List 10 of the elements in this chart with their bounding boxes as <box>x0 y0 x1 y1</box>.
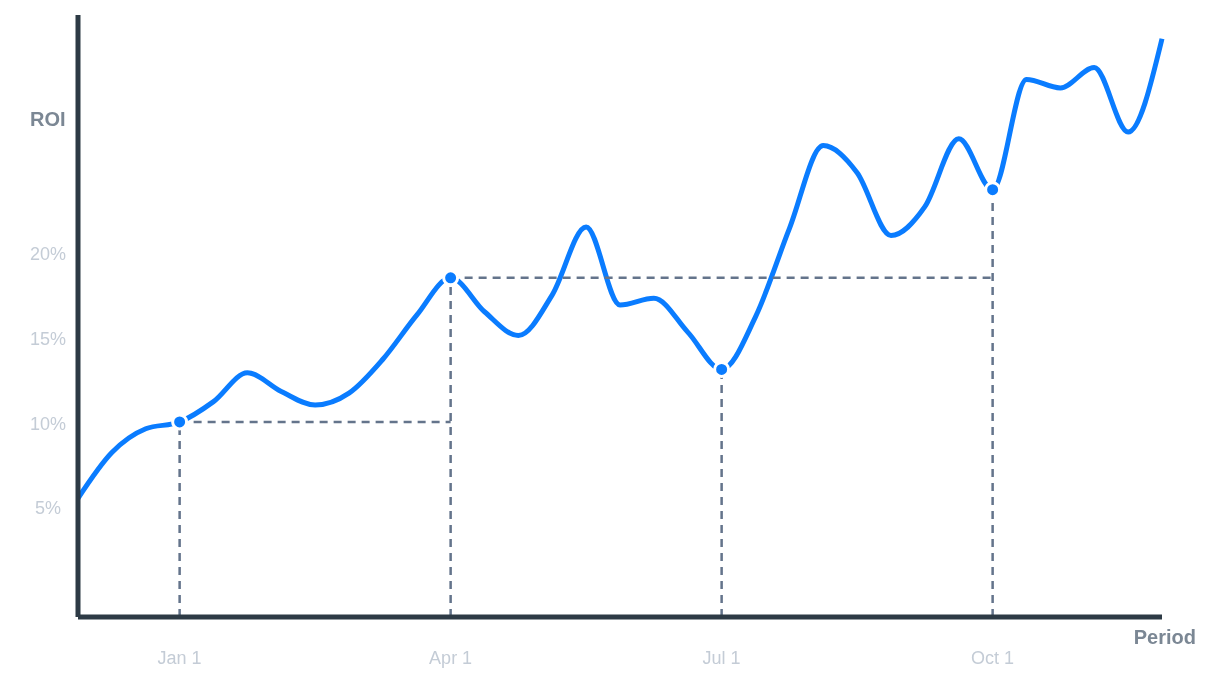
x-tick-label: Jul 1 <box>702 647 741 668</box>
x-tick-label: Oct 1 <box>971 647 1015 668</box>
y-axis-title: ROI <box>30 108 66 131</box>
y-tick-label: 15% <box>29 328 67 349</box>
y-tick-label: 5% <box>34 498 62 519</box>
y-tick-label: 20% <box>29 244 67 265</box>
x-tick-label: Apr 1 <box>429 647 473 668</box>
x-tick-label: Jan 1 <box>157 647 202 668</box>
x-axis-title: Period <box>1133 626 1196 649</box>
y-tick-label: 10% <box>29 413 67 434</box>
